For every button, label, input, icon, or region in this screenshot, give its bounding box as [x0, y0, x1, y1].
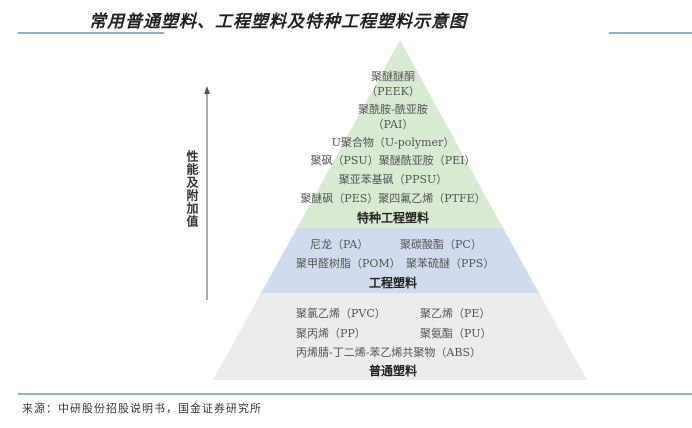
tier-general-band — [213, 293, 587, 380]
general-item: 丙烯腈-丁二烯-苯乙烯共聚物（ABS） — [296, 346, 481, 359]
general-item: 聚氨酯（PU） — [420, 327, 492, 340]
special-item: 聚亚苯基砜（PPSU） — [338, 173, 448, 186]
title-rule-left — [18, 32, 164, 34]
engineering-item: 聚碳酸酯（PC） — [400, 238, 482, 251]
special-item: （PEEK） — [366, 85, 420, 98]
engineering-item: 聚甲醛树脂（POM） — [296, 257, 401, 270]
special-item: 聚酰胺-酰亚胺 — [358, 103, 428, 116]
tier-general-label: 普通塑料 — [368, 364, 417, 378]
general-item: 聚氯乙烯（PVC） — [296, 307, 386, 320]
special-item: 聚醚醚酮 — [371, 70, 415, 83]
special-item: （PAI） — [372, 118, 414, 131]
arrow-head-icon — [204, 86, 210, 94]
tier-engineering-band — [261, 228, 539, 293]
special-item: 聚砜（PSU）聚醚酰亚胺（PEI） — [310, 154, 476, 167]
title-rule-right — [609, 32, 692, 34]
special-item: 聚醚砜（PES）聚四氟乙烯（PTFE） — [300, 192, 486, 205]
engineering-item: 尼龙（PA） — [310, 238, 369, 251]
footer-rule — [18, 393, 692, 395]
tier-special-band — [297, 40, 503, 228]
figure-title: 常用普通塑料、工程塑料及特种工程塑料示意图 — [89, 12, 467, 32]
general-item: 聚乙烯（PE） — [420, 307, 491, 320]
source-note: 来源：中研股份招股说明书，国金证券研究所 — [22, 402, 262, 415]
special-item: U聚合物（U-polymer） — [331, 136, 455, 149]
engineering-item: 聚苯硫醚（PPS） — [406, 257, 495, 270]
tier-engineering-label: 工程塑料 — [368, 276, 417, 290]
general-item: 聚丙烯（PP） — [296, 327, 366, 340]
axis-label: 性能及附加值 — [185, 150, 199, 228]
tier-special-label: 特种工程塑料 — [356, 211, 429, 225]
